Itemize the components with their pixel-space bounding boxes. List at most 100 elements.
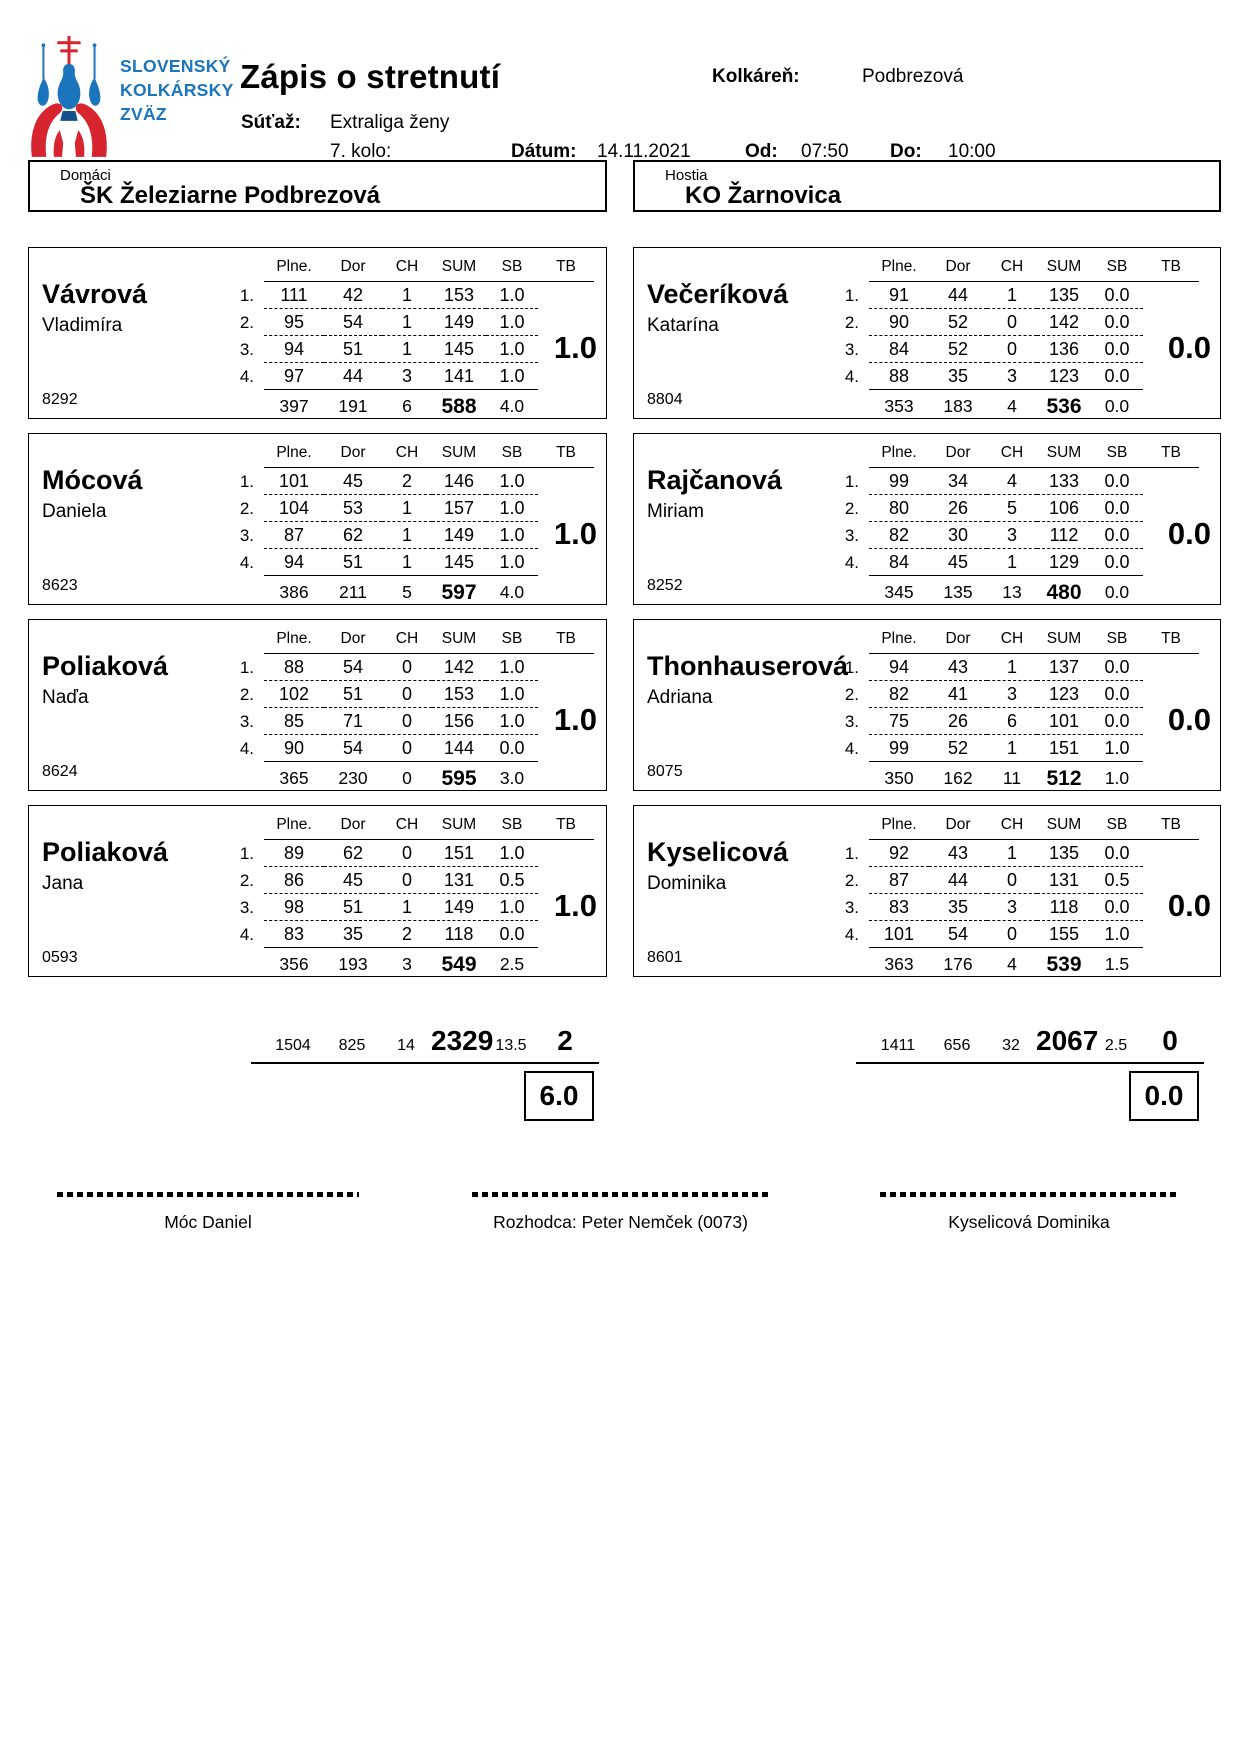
- col-tb: TB: [1143, 444, 1199, 468]
- player-rows: 1. 111 42 1 153 1.0 2. 95 54 1 149 1.0 3…: [214, 282, 594, 390]
- score-row: 2. 95 54 1 149 1.0: [214, 309, 594, 336]
- player-firstname: Katarína: [647, 315, 719, 336]
- team-section: Domáci ŠK Železiarne Podbrezová Vávrová …: [28, 160, 607, 1121]
- row-ch: 1: [382, 282, 432, 309]
- row-sum: 151: [432, 840, 486, 867]
- score-row: 2. 90 52 0 142 0.0: [819, 309, 1199, 336]
- col-dor: Dor: [929, 258, 987, 282]
- row-plne: 88: [869, 363, 929, 390]
- time-to-value: 10:00: [948, 141, 996, 162]
- col-tb: TB: [538, 816, 594, 840]
- page-title: Zápis o stretnutí: [240, 58, 501, 95]
- score-table-header: Plne. Dor CH SUM SB TB: [214, 627, 594, 654]
- row-dor: 26: [929, 708, 987, 735]
- row-sb: 0.0: [1091, 681, 1143, 708]
- player-firstname: Naďa: [42, 687, 89, 708]
- score-row: 2. 80 26 5 106 0.0: [819, 495, 1199, 522]
- player-total-row: 363 176 4 539 1.5: [819, 948, 1199, 981]
- player-score-table: Plne. Dor CH SUM SB TB 1. 92 43 1 135 0.…: [819, 813, 1199, 981]
- score-row: 4. 101 54 0 155 1.0: [819, 921, 1199, 948]
- row-ch: 3: [987, 681, 1037, 708]
- col-plne: Plne.: [264, 816, 324, 840]
- team-total-tb: 0: [1162, 1025, 1178, 1056]
- row-sum: 133: [1037, 468, 1091, 495]
- row-plne: 89: [264, 840, 324, 867]
- team-total-dor: 656: [943, 1037, 971, 1054]
- player-total-sb: 4.0: [499, 396, 525, 416]
- round-label: 7. kolo:: [330, 141, 392, 162]
- player-total-sum: 595: [441, 766, 477, 790]
- score-row: 3. 94 51 1 145 1.0: [214, 336, 594, 363]
- player-block: Kyselicová Dominika 8601 Plne. Dor CH SU…: [633, 805, 1221, 977]
- col-dor: Dor: [324, 258, 382, 282]
- player-total-sum: 588: [441, 394, 477, 418]
- col-ch: CH: [987, 816, 1037, 840]
- row-number: 2.: [844, 312, 859, 332]
- score-row: 4. 97 44 3 141 1.0: [214, 363, 594, 390]
- date-label: Dátum:: [511, 141, 577, 162]
- player-id: 8292: [42, 391, 78, 408]
- player-total-sb: 2.5: [499, 954, 525, 974]
- player-total-ch: 0: [402, 768, 412, 788]
- team-final-score-box: 6.0: [524, 1071, 594, 1121]
- row-dor: 44: [929, 867, 987, 894]
- row-plne: 102: [264, 681, 324, 708]
- player-rows: 1. 89 62 0 151 1.0 2. 86 45 0 131 0.5 3.…: [214, 840, 594, 948]
- row-dor: 35: [324, 921, 382, 948]
- row-sum: 157: [432, 495, 486, 522]
- player-surname: Poliaková: [42, 651, 169, 681]
- player-firstname: Jana: [42, 873, 84, 894]
- row-sum: 149: [432, 522, 486, 549]
- row-sum: 123: [1037, 681, 1091, 708]
- player-surname: Mócová: [42, 465, 143, 495]
- row-dor: 54: [324, 735, 382, 762]
- team-totals-row: 1411 656 32 2067 2.5 0: [818, 1025, 1221, 1061]
- col-sum: SUM: [1037, 258, 1091, 282]
- time-from-label: Od:: [745, 141, 778, 162]
- player-total-plne: 397: [279, 396, 309, 416]
- row-dor: 42: [324, 282, 382, 309]
- player-surname: Poliaková: [42, 837, 169, 867]
- row-sb: 1.0: [486, 495, 538, 522]
- row-dor: 71: [324, 708, 382, 735]
- player-score-table: Plne. Dor CH SUM SB TB 1. 89 62 0 151 1.…: [214, 813, 594, 981]
- row-ch: 1: [987, 282, 1037, 309]
- row-sum: 118: [1037, 894, 1091, 921]
- row-number: 2.: [844, 870, 859, 890]
- row-dor: 26: [929, 495, 987, 522]
- row-number: 1.: [239, 657, 254, 677]
- row-number: 2.: [239, 684, 254, 704]
- score-row: 1. 101 45 2 146 1.0: [214, 468, 594, 495]
- player-total-sb: 4.0: [499, 582, 525, 602]
- player-tb-value: 1.0: [553, 888, 597, 923]
- row-plne: 87: [264, 522, 324, 549]
- row-sb: 1.0: [486, 363, 538, 390]
- player-block: Thonhauserová Adriana 8075 Plne. Dor CH …: [633, 619, 1221, 791]
- row-ch: 3: [987, 522, 1037, 549]
- player-total-sum: 597: [441, 580, 477, 604]
- row-sb: 0.0: [1091, 363, 1143, 390]
- teams: Domáci ŠK Železiarne Podbrezová Vávrová …: [28, 160, 1221, 1121]
- signature-referee: Rozhodca: Peter Nemček (0073): [472, 1192, 769, 1233]
- player-score-table: Plne. Dor CH SUM SB TB 1. 111 42 1 153 1…: [214, 255, 594, 423]
- player-total-ch: 4: [1007, 954, 1017, 974]
- row-sb: 1.0: [1091, 921, 1143, 948]
- player-total-sb: 1.5: [1104, 954, 1130, 974]
- team-total-tb: 2: [557, 1025, 573, 1056]
- row-dor: 54: [324, 654, 382, 681]
- row-sb: 0.0: [1091, 495, 1143, 522]
- signature-name: Kyselicová Dominika: [948, 1212, 1110, 1232]
- player-surname: Večeríková: [647, 279, 789, 309]
- row-plne: 80: [869, 495, 929, 522]
- score-row: 1. 91 44 1 135 0.0: [819, 282, 1199, 309]
- col-sum: SUM: [432, 630, 486, 654]
- col-ch: CH: [382, 258, 432, 282]
- player-id: 8623: [42, 577, 78, 594]
- row-ch: 1: [987, 654, 1037, 681]
- row-sb: 1.0: [486, 468, 538, 495]
- col-plne: Plne.: [869, 444, 929, 468]
- row-sb: 0.0: [1091, 282, 1143, 309]
- org-name-line-3: ZVÄZ: [120, 103, 167, 124]
- score-row: 2. 104 53 1 157 1.0: [214, 495, 594, 522]
